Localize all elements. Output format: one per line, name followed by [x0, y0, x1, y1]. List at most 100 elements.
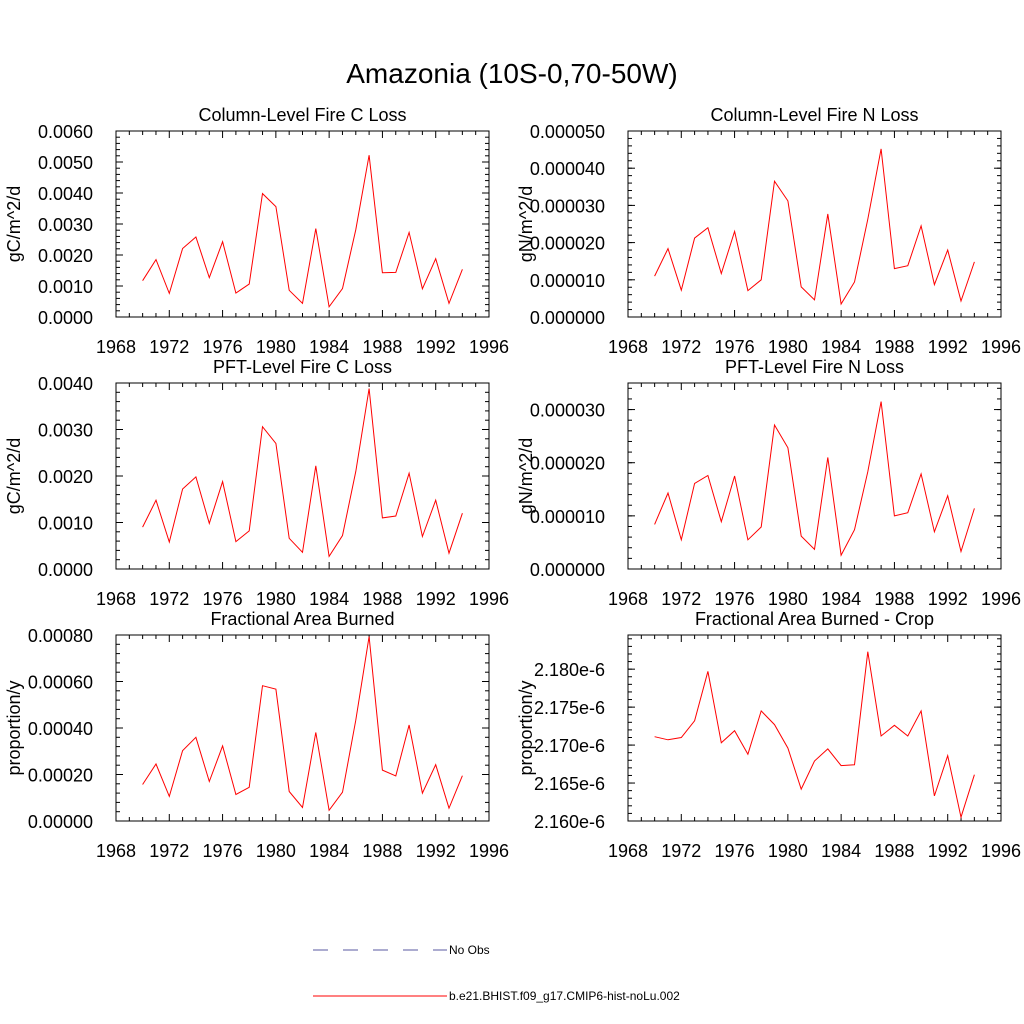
x-tick-label: 1980	[256, 841, 296, 861]
chart-panel-3: 1968 1972 1976 1980 1984 1988 1992 1996 0.0000 0.…	[4, 357, 509, 609]
x-tick-label: 1968	[96, 589, 136, 609]
legend: No Obs b.e21.BHIST.f09_g17.CMIP6-hist-no…	[313, 943, 680, 1003]
panel-title: Column-Level Fire C Loss	[198, 105, 406, 125]
y-tick-label: 0.0020	[38, 467, 93, 487]
y-tick-label: 0.0000	[38, 308, 93, 328]
y-tick-label: 2.170e-6	[534, 736, 605, 756]
plot-frame	[627, 382, 1002, 570]
x-tick-label: 1992	[928, 841, 968, 861]
x-tick-label: 1968	[96, 337, 136, 357]
panel-title: PFT-Level Fire C Loss	[213, 357, 392, 377]
y-tick-label: 0.000010	[530, 271, 605, 291]
x-tick-label: 1996	[469, 337, 509, 357]
x-tick-label: 1984	[821, 841, 861, 861]
x-tick-label: 1980	[256, 337, 296, 357]
x-tick-label: 1996	[469, 841, 509, 861]
y-axis-label: gC/m^2/d	[4, 438, 24, 514]
x-tick-label: 1992	[416, 841, 456, 861]
y-tick-label: 0.000020	[530, 234, 605, 254]
x-tick-label: 1972	[149, 841, 189, 861]
x-tick-label: 1988	[874, 589, 914, 609]
chart-panel-4: 1968 1972 1976 1980 1984 1988 1992 1996 0.000000…	[516, 357, 1021, 609]
y-tick-label: 0.0010	[38, 514, 93, 534]
y-axis-label: proportion/y	[4, 680, 24, 775]
y-tick-label: 0.0020	[38, 246, 93, 266]
x-tick-label: 1992	[928, 589, 968, 609]
y-tick-label: 0.000010	[530, 507, 605, 527]
panel-grid: 1968 1972 1976 1980 1984 1988 1992 1996 0.0000 0.…	[4, 105, 1021, 861]
series-line-1	[142, 155, 463, 309]
x-tick-label: 1976	[715, 841, 755, 861]
y-tick-label: 0.0010	[38, 277, 93, 297]
x-tick-label: 1972	[661, 841, 701, 861]
y-tick-label: 0.000040	[530, 159, 605, 179]
x-tick-label: 1976	[203, 841, 243, 861]
plot-frame	[627, 634, 1002, 822]
panel-title: PFT-Level Fire N Loss	[725, 357, 904, 377]
y-tick-label: 0.0060	[38, 122, 93, 142]
y-tick-label: 0.0000	[38, 560, 93, 580]
plot-frame	[115, 382, 490, 570]
x-tick-label: 1992	[928, 337, 968, 357]
series-line-1	[142, 636, 463, 812]
y-tick-label: 2.175e-6	[534, 698, 605, 718]
x-tick-label: 1980	[768, 589, 808, 609]
x-tick-label: 1968	[608, 841, 648, 861]
x-tick-label: 1988	[362, 337, 402, 357]
x-tick-label: 1984	[821, 337, 861, 357]
y-tick-label: 0.0040	[38, 374, 93, 394]
x-tick-label: 1988	[362, 841, 402, 861]
series-line-1	[654, 401, 975, 557]
x-tick-label: 1996	[981, 337, 1021, 357]
plot-frame	[627, 130, 1002, 318]
y-tick-label: 2.160e-6	[534, 812, 605, 832]
legend-label-no-obs: No Obs	[449, 943, 490, 957]
y-tick-label: 0.0040	[38, 184, 93, 204]
chart-panel-6: 1968 1972 1976 1980 1984 1988 1992 1996 2.160e-6…	[516, 609, 1021, 861]
x-tick-label: 1980	[768, 337, 808, 357]
chart-panel-2: 1968 1972 1976 1980 1984 1988 1992 1996 0.000000…	[516, 105, 1021, 357]
x-tick-label: 1976	[715, 337, 755, 357]
x-tick-label: 1980	[768, 841, 808, 861]
x-tick-label: 1980	[256, 589, 296, 609]
x-tick-label: 1988	[362, 589, 402, 609]
y-tick-label: 0.0050	[38, 153, 93, 173]
figure-title: Amazonia (10S-0,70-50W)	[346, 58, 677, 89]
x-tick-label: 1968	[608, 589, 648, 609]
y-axis-label: gC/m^2/d	[4, 186, 24, 262]
y-axis-label: gN/m^2/d	[516, 186, 536, 262]
y-axis-label: gN/m^2/d	[516, 438, 536, 514]
y-tick-label: 0.000000	[530, 308, 605, 328]
y-tick-label: 0.0030	[38, 421, 93, 441]
panel-title: Fractional Area Burned	[210, 609, 394, 629]
x-tick-label: 1992	[416, 337, 456, 357]
x-tick-label: 1972	[149, 337, 189, 357]
y-tick-label: 0.00080	[28, 626, 93, 646]
x-tick-label: 1976	[715, 589, 755, 609]
x-tick-label: 1996	[981, 841, 1021, 861]
y-axis-label: proportion/y	[516, 680, 536, 775]
y-tick-label: 0.000000	[530, 560, 605, 580]
panel-title: Fractional Area Burned - Crop	[695, 609, 934, 629]
y-tick-label: 0.00000	[28, 812, 93, 832]
legend-label-model: b.e21.BHIST.f09_g17.CMIP6-hist-noLu.002	[449, 989, 680, 1003]
panel-title: Column-Level Fire N Loss	[710, 105, 918, 125]
x-tick-label: 1988	[874, 337, 914, 357]
x-tick-label: 1972	[149, 589, 189, 609]
plot-frame	[115, 130, 490, 318]
y-tick-label: 0.000030	[530, 196, 605, 216]
x-tick-label: 1996	[981, 589, 1021, 609]
y-tick-label: 2.165e-6	[534, 774, 605, 794]
y-tick-label: 0.0030	[38, 215, 93, 235]
chart-panel-1: 1968 1972 1976 1980 1984 1988 1992 1996 0.0000 0.…	[4, 105, 509, 357]
x-tick-label: 1996	[469, 589, 509, 609]
y-tick-label: 0.000050	[530, 122, 605, 142]
y-tick-label: 2.180e-6	[534, 660, 605, 680]
series-line-1	[654, 651, 975, 820]
plot-frame	[115, 634, 490, 822]
y-tick-label: 0.00020	[28, 766, 93, 786]
x-tick-label: 1984	[309, 589, 349, 609]
x-tick-label: 1972	[661, 337, 701, 357]
x-tick-label: 1968	[608, 337, 648, 357]
